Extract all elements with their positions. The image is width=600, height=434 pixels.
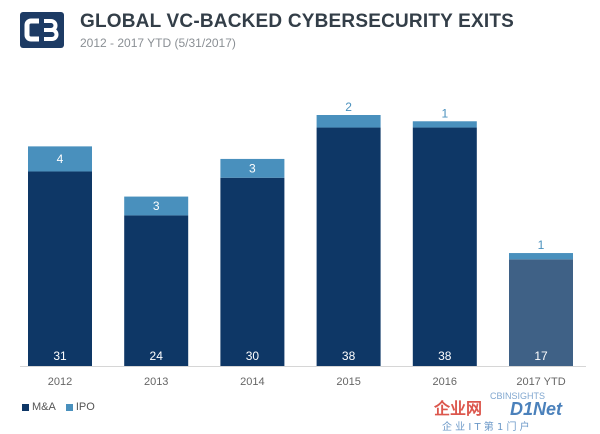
bar-ipo-2013 bbox=[124, 196, 189, 216]
x-tick-label: 2013 bbox=[144, 376, 168, 388]
x-tick-label: 2014 bbox=[240, 376, 264, 388]
x-tick-label: 2012 bbox=[48, 376, 72, 388]
data-label-ma: 17 bbox=[534, 349, 548, 363]
data-label-ipo: 1 bbox=[538, 238, 545, 252]
watermark-site-name: 企业网 bbox=[433, 399, 482, 418]
bar-ipo-2016 bbox=[412, 121, 477, 128]
bar-ma-2014 bbox=[220, 177, 285, 366]
legend-item-ma: M&A bbox=[22, 401, 56, 413]
data-label-ipo: 2 bbox=[345, 100, 352, 114]
bar-chart: 31 4 2012 24 3 2013 30 3 2014 38 2 2015 38 1 2016 17 1 20… bbox=[20, 100, 586, 388]
data-label-ma: 30 bbox=[246, 349, 260, 363]
chart-subtitle: 2012 - 2017 YTD (5/31/2017) bbox=[80, 36, 236, 50]
bar-ma-2017-ytd bbox=[509, 259, 573, 366]
data-label-ma: 38 bbox=[438, 349, 452, 363]
cb-insights-logo bbox=[20, 12, 64, 48]
chart-title: GLOBAL VC-BACKED CYBERSECURITY EXITS bbox=[80, 11, 515, 32]
bar-ipo-2017-ytd bbox=[509, 253, 573, 260]
watermark-site-mark: D1Net bbox=[510, 399, 563, 419]
legend-label-ma: M&A bbox=[32, 401, 56, 413]
bar-ma-2015 bbox=[316, 127, 381, 366]
watermark-tagline: 企 业 I T 第 1 门 户 bbox=[442, 420, 530, 432]
legend-item-ipo: IPO bbox=[65, 401, 95, 413]
data-label-ipo: 3 bbox=[249, 161, 256, 175]
data-label-ma: 38 bbox=[342, 349, 356, 363]
data-label-ma: 31 bbox=[53, 349, 67, 363]
x-tick-label: 2016 bbox=[433, 376, 457, 388]
data-label-ipo: 1 bbox=[441, 106, 448, 120]
bar-ipo-2015 bbox=[316, 115, 381, 128]
bar-ma-2016 bbox=[412, 127, 477, 366]
data-label-ipo: 3 bbox=[153, 199, 160, 213]
legend-label-ipo: IPO bbox=[75, 401, 95, 413]
bar-ma-2013 bbox=[124, 215, 189, 366]
legend-swatch-ipo bbox=[65, 403, 73, 411]
bar-ipo-2014 bbox=[220, 158, 285, 178]
bar-ipo-2012 bbox=[28, 146, 92, 172]
legend: M&A IPO bbox=[22, 401, 95, 413]
data-label-ma: 24 bbox=[150, 349, 164, 363]
x-tick-label: 2017 YTD bbox=[516, 376, 565, 388]
bar-ma-2012 bbox=[28, 171, 92, 366]
watermark: CBINSIGHTS 企业网 D1Net 企 业 I T 第 1 门 户 bbox=[433, 391, 563, 432]
watermark-brand: CBINSIGHTS bbox=[490, 391, 545, 401]
x-tick-label: 2015 bbox=[336, 376, 360, 388]
legend-swatch-ma bbox=[22, 403, 29, 411]
data-label-ipo: 4 bbox=[57, 152, 64, 166]
